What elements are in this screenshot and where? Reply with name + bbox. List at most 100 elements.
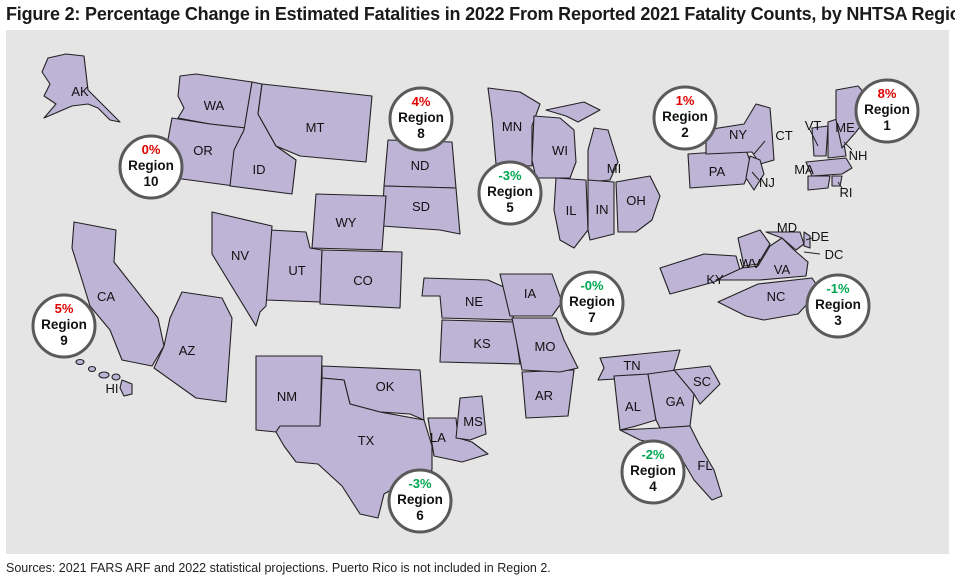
region-badges: 8% Region 1 1% Region 2 -1% Region 3 -2%… (31, 78, 920, 534)
state-wi (531, 115, 577, 179)
state-ks (439, 319, 521, 365)
label-wv: WV (740, 256, 761, 271)
label-sc: SC (693, 374, 711, 389)
label-nd: ND (411, 158, 430, 173)
state-il (553, 177, 589, 249)
label-az: AZ (179, 343, 196, 358)
region-2-pct: 1% (676, 93, 695, 108)
state-co (319, 249, 403, 309)
label-md: MD (777, 220, 797, 235)
state-ct (807, 175, 831, 191)
region-7-pct: -0% (580, 278, 604, 293)
label-mo: MO (535, 339, 556, 354)
state-mi (545, 101, 619, 183)
state-az (153, 291, 233, 403)
state-vt (811, 125, 829, 157)
region-badge-7: -0% Region 7 (559, 270, 625, 336)
state-ca (71, 221, 165, 367)
label-ms: MS (463, 414, 483, 429)
region-9-label: Region (41, 317, 87, 332)
label-nm: NM (277, 389, 297, 404)
region-7-label: Region (569, 294, 615, 309)
label-me: ME (835, 120, 855, 135)
state-in (587, 179, 615, 241)
label-mi: MI (607, 161, 621, 176)
state-ms (455, 395, 487, 441)
state-la (427, 417, 489, 463)
region-6-number: 6 (416, 508, 424, 523)
region-badge-1: 8% Region 1 (854, 78, 920, 144)
region-4-number: 4 (649, 479, 657, 494)
label-ar: AR (535, 388, 553, 403)
label-ma: MA (794, 162, 814, 177)
state-nj (745, 155, 765, 191)
region-10-number: 10 (143, 174, 158, 189)
state-mo (511, 317, 579, 373)
label-ga: GA (666, 394, 685, 409)
state-al (613, 373, 657, 431)
label-mt: MT (306, 120, 325, 135)
region-7-number: 7 (588, 310, 596, 325)
state-labels: AK HI WA OR ID MT CA NV UT AZ WY CO NM N… (71, 84, 867, 473)
region-badge-2: 1% Region 2 (652, 85, 718, 151)
label-or: OR (193, 143, 213, 158)
label-wa: WA (204, 98, 225, 113)
region-5-pct: -3% (498, 168, 522, 183)
label-dc: DC (825, 247, 844, 262)
label-tx: TX (358, 433, 375, 448)
state-hi-islands (75, 358, 133, 397)
label-va: VA (774, 262, 791, 277)
label-hi: HI (106, 381, 119, 396)
state-md (765, 231, 805, 251)
label-ia: IA (524, 286, 537, 301)
region-10-label: Region (128, 158, 174, 173)
label-de: DE (811, 229, 829, 244)
label-ct: CT (775, 128, 792, 143)
label-pa: PA (709, 164, 726, 179)
region-8-number: 8 (417, 126, 425, 141)
state-nv (211, 211, 273, 327)
region-badge-6: -3% Region 6 (387, 468, 453, 534)
label-ne: NE (465, 294, 483, 309)
label-ok: OK (376, 379, 395, 394)
region-badge-8: 4% Region 8 (388, 86, 454, 152)
label-tn: TN (623, 358, 640, 373)
region-8-pct: 4% (412, 94, 431, 109)
state-wy (311, 193, 387, 251)
label-ky: KY (706, 272, 724, 287)
label-ak: AK (71, 84, 89, 99)
region-badge-9: 5% Region 9 (31, 293, 97, 359)
label-ut: UT (288, 263, 305, 278)
region-2-number: 2 (681, 125, 689, 140)
region-3-number: 3 (834, 313, 842, 328)
label-nh: NH (849, 148, 868, 163)
region-5-label: Region (487, 184, 533, 199)
state-mn (487, 87, 541, 167)
label-sd: SD (412, 199, 430, 214)
label-al: AL (625, 399, 641, 414)
region-3-pct: -1% (826, 281, 850, 296)
state-mt (257, 83, 373, 163)
region-5-number: 5 (506, 200, 514, 215)
state-sc (673, 365, 721, 405)
region-badge-5: -3% Region 5 (477, 160, 543, 226)
region-9-pct: 5% (55, 301, 74, 316)
label-la: LA (430, 430, 446, 445)
label-co: CO (353, 273, 373, 288)
label-mn: MN (502, 119, 522, 134)
region-4-label: Region (630, 463, 676, 478)
region-4-pct: -2% (641, 447, 665, 462)
label-oh: OH (626, 193, 646, 208)
label-in: IN (596, 202, 609, 217)
state-ia (499, 273, 563, 317)
region-2-label: Region (662, 109, 708, 124)
region-badge-3: -1% Region 3 (805, 273, 871, 339)
state-shapes (41, 53, 877, 519)
figure-title: Figure 2: Percentage Change in Estimated… (6, 4, 955, 24)
state-va (715, 237, 809, 281)
region-badge-4: -2% Region 4 (620, 439, 686, 505)
source-note: Sources: 2021 FARS ARF and 2022 statisti… (6, 561, 551, 575)
label-nj: NJ (759, 175, 775, 190)
label-id: ID (253, 162, 266, 177)
